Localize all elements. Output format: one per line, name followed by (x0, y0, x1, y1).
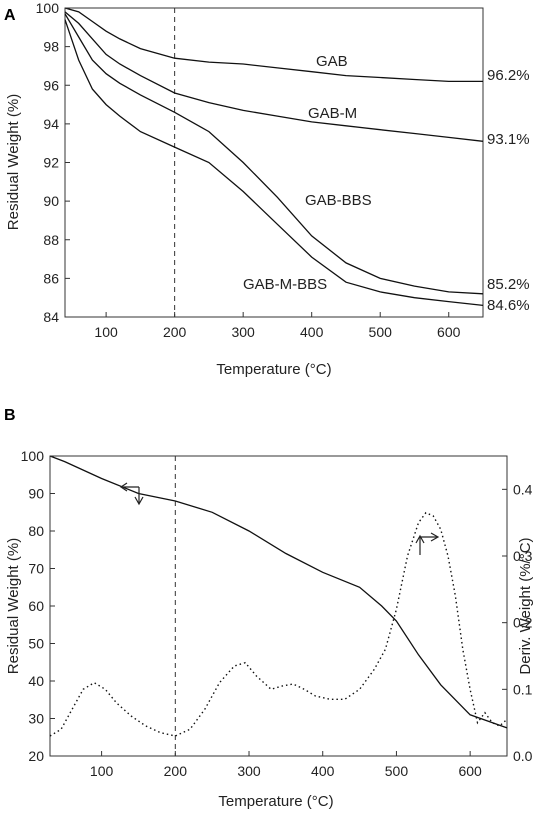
y-tick-label: 100 (36, 0, 60, 16)
end-label-gab-m-bbs: 84.6% (487, 297, 530, 314)
y-tick-label: 90 (28, 486, 44, 502)
panel-a-plot-frame (64, 7, 484, 318)
panel-b: B 100 200 300 400 500 600 20 30 40 50 60 70 80 90 100… (4, 407, 534, 810)
panel-a-label: A (4, 7, 16, 24)
x-tick-label: 200 (163, 324, 187, 340)
y2-tick-label: 0.2 (513, 615, 533, 631)
series-line-residual-weight (49, 455, 508, 729)
x-tick-label: 100 (90, 763, 114, 779)
series-line-gab-bbs (64, 13, 484, 295)
label-gab-m-bbs: GAB-M-BBS (243, 276, 327, 293)
label-gab-m: GAB-M (308, 105, 357, 122)
y-tick-label: 70 (28, 561, 44, 577)
x-tick-label: 400 (300, 324, 324, 340)
y-tick-label: 40 (28, 673, 44, 689)
panel-b-plot-frame (49, 455, 508, 757)
end-label-gab-m: 93.1% (487, 131, 530, 148)
y-tick-label: 84 (43, 309, 59, 325)
panel-a: A 100 200 300 400 500 600 84 86 88 90 92 94 96 98 100… (4, 0, 530, 378)
label-gab: GAB (316, 53, 348, 70)
y-tick-label: 96 (43, 77, 59, 93)
series-line-gab-m-bbs (64, 19, 484, 307)
left-axis-arrow (119, 482, 144, 506)
series-line-derivative (49, 511, 508, 737)
panel-a-x-axis-label: Temperature (°C) (216, 361, 331, 378)
y2-tick-label: 0.3 (513, 548, 533, 564)
x-tick-label: 600 (437, 324, 461, 340)
panel-b-y-axis-label: Residual Weight (%) (5, 538, 22, 674)
y-tick-label: 80 (28, 523, 44, 539)
y-tick-label: 20 (28, 748, 44, 764)
panel-b-x-axis-label: Temperature (°C) (218, 793, 333, 810)
x-tick-label: 300 (237, 763, 261, 779)
series-line-gab (64, 7, 483, 83)
x-tick-label: 200 (164, 763, 188, 779)
y-tick-label: 90 (43, 193, 59, 209)
x-tick-label: 300 (231, 324, 255, 340)
x-tick-label: 100 (94, 324, 118, 340)
y-tick-label: 94 (43, 116, 59, 132)
x-tick-label: 500 (369, 324, 393, 340)
x-tick-label: 600 (458, 763, 482, 779)
label-gab-bbs: GAB-BBS (305, 192, 372, 209)
y-tick-label: 50 (28, 636, 44, 652)
panel-b-y2-axis-label: Deriv. Weight (%/°C) (517, 537, 534, 674)
y2-tick-label: 0.4 (513, 481, 533, 497)
y2-tick-label: 0.1 (513, 681, 533, 697)
right-axis-arrow (415, 532, 440, 555)
series-line-gab-m (64, 11, 484, 142)
end-label-gab-bbs: 85.2% (487, 276, 530, 293)
y-tick-label: 86 (43, 270, 59, 286)
y2-tick-label: 0.0 (513, 748, 533, 764)
y-tick-label: 98 (43, 39, 59, 55)
y-tick-label: 100 (21, 448, 45, 464)
y-tick-label: 60 (28, 598, 44, 614)
x-tick-label: 500 (385, 763, 409, 779)
panel-b-label: B (4, 407, 16, 424)
y-tick-label: 88 (43, 232, 59, 248)
end-label-gab: 96.2% (487, 67, 530, 84)
panel-a-y-axis-label: Residual Weight (%) (5, 94, 22, 230)
y-tick-label: 30 (28, 711, 44, 727)
x-tick-label: 400 (311, 763, 335, 779)
y-tick-label: 92 (43, 155, 59, 171)
